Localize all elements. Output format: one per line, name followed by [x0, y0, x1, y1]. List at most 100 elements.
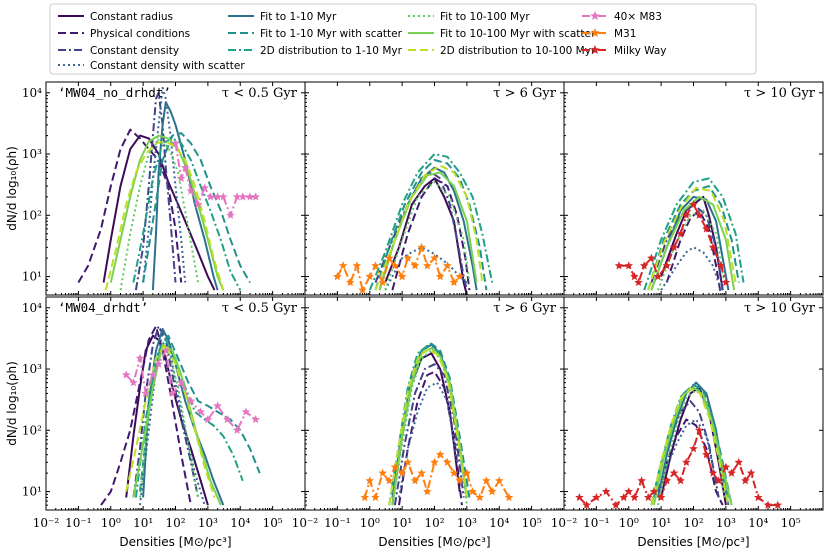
data-point-star — [630, 272, 639, 281]
y-tick-label: 10³ — [22, 362, 42, 376]
data-point-star — [649, 487, 659, 496]
x-tick-label: 10⁻¹ — [583, 516, 609, 530]
series-line-fit_10_100 — [657, 209, 726, 291]
data-point-star — [168, 388, 177, 398]
data-point-star — [129, 378, 138, 387]
data-point-star — [251, 192, 260, 201]
data-point-star — [390, 462, 400, 471]
series-line-const_density — [134, 91, 177, 291]
x-tick-label: 10⁵ — [781, 516, 801, 530]
legend-label: Physical conditions — [90, 28, 190, 40]
data-point-star — [397, 468, 407, 477]
data-point-star — [694, 210, 704, 219]
series-line-fit_10_100 — [657, 389, 726, 506]
x-tick-label: 10⁻² — [33, 516, 60, 530]
panel-2: τ > 6 Gyr — [304, 81, 565, 296]
data-point-star — [171, 138, 180, 147]
data-point-star — [746, 468, 756, 477]
data-point-star — [226, 210, 235, 219]
y-tick-label: 10⁴ — [22, 86, 42, 100]
data-point-star — [694, 425, 704, 434]
data-point-star — [669, 242, 679, 251]
data-point-star — [669, 468, 679, 477]
y-tick-label: 10² — [22, 208, 42, 222]
data-point-star — [403, 253, 413, 262]
x-tick-label: 10¹ — [392, 516, 412, 530]
legend-item-fit_10_100_scatter: Fit to 10-100 Myr with scatter — [408, 28, 596, 40]
panel-frame — [45, 296, 306, 511]
data-point-star — [676, 229, 685, 238]
legend-label: Fit to 10-100 Myr — [440, 11, 530, 23]
x-tick-label: 10³ — [198, 516, 218, 530]
panel-plot-area — [333, 153, 494, 295]
data-point-star — [238, 192, 248, 201]
series-line-d2_10_100 — [388, 348, 469, 506]
data-point-star — [193, 200, 203, 209]
data-point-star — [241, 407, 251, 416]
data-point-star — [338, 261, 348, 270]
data-point-star — [223, 415, 232, 424]
data-point-star — [455, 272, 464, 281]
x-tick-label: 10⁰ — [101, 516, 121, 530]
data-point-star — [662, 261, 672, 270]
series-line-m31 — [336, 246, 461, 292]
data-point-star — [378, 468, 387, 477]
series-line-fit_10_100 — [119, 138, 200, 291]
series-line-m83 — [174, 143, 256, 217]
legend-item-d2_1_10: 2D distribution to 1-10 Myr — [228, 45, 403, 57]
legend-item-fit_1_10: Fit to 1-10 Myr — [228, 11, 337, 23]
legend-label: 2D distribution to 10-100 Myr — [440, 45, 596, 57]
panel-plot-area — [360, 342, 514, 506]
y-tick-label: 10³ — [22, 147, 42, 161]
panel-plot-area — [575, 381, 782, 509]
data-point-star — [619, 493, 628, 502]
data-point-star — [653, 272, 663, 281]
series-line-fit_10_100_scatter — [109, 134, 225, 291]
series-line-d2_10_100 — [650, 387, 730, 506]
data-point-star — [232, 425, 242, 434]
series-line-const_density_scatter — [657, 418, 718, 498]
series-line-const_density — [650, 203, 724, 291]
series-line-physical — [657, 418, 724, 506]
series-line-fit_10_100_scatter — [132, 343, 222, 506]
x-tick-label: 10¹ — [651, 516, 671, 530]
series-line-physical — [77, 128, 183, 284]
panel-plot-area — [77, 86, 260, 291]
panel-frame — [563, 81, 824, 296]
data-point-star — [639, 261, 649, 270]
data-point-star — [455, 476, 464, 485]
x-tick-label: 10⁰ — [360, 516, 380, 530]
x-axis-label: Densities [M⊙/pc³] — [119, 535, 231, 549]
data-point-star — [385, 476, 394, 485]
series-line-d2_10_100 — [374, 164, 484, 291]
x-axis-label: Densities [M⊙/pc³] — [637, 535, 749, 549]
data-point-star — [181, 163, 190, 172]
data-point-star — [634, 278, 643, 287]
series-line-fit_10_100_scatter — [652, 386, 733, 506]
panel-age-label: τ < 0.5 Gyr — [222, 86, 298, 101]
data-point-star — [644, 493, 653, 502]
data-point-star — [360, 493, 369, 502]
data-point-star — [592, 493, 601, 502]
data-point-star — [624, 487, 633, 496]
data-point-star — [475, 493, 484, 502]
data-point-star — [495, 476, 504, 485]
y-tick-label: 10¹ — [22, 485, 42, 499]
x-tick-label: 10⁻² — [551, 516, 578, 530]
panel-frame — [45, 81, 306, 296]
data-point-star — [365, 272, 374, 281]
data-point-star — [176, 173, 186, 183]
x-tick-label: 10⁴ — [748, 516, 768, 530]
panel-age-label: τ > 10 Gyr — [744, 86, 816, 101]
data-point-star — [763, 500, 773, 509]
y-axis-label: dN/d log₁₀(ρh) — [5, 361, 19, 446]
legend-label: Fit to 10-100 Myr with scatter — [440, 28, 596, 40]
data-point-star — [449, 468, 459, 477]
data-point-star — [624, 261, 633, 270]
data-point-star — [196, 407, 205, 416]
data-point-star — [213, 192, 222, 201]
data-point-star — [689, 444, 698, 453]
legend-star-marker — [590, 45, 600, 54]
data-point-star — [213, 401, 222, 410]
data-point-star — [449, 278, 459, 287]
